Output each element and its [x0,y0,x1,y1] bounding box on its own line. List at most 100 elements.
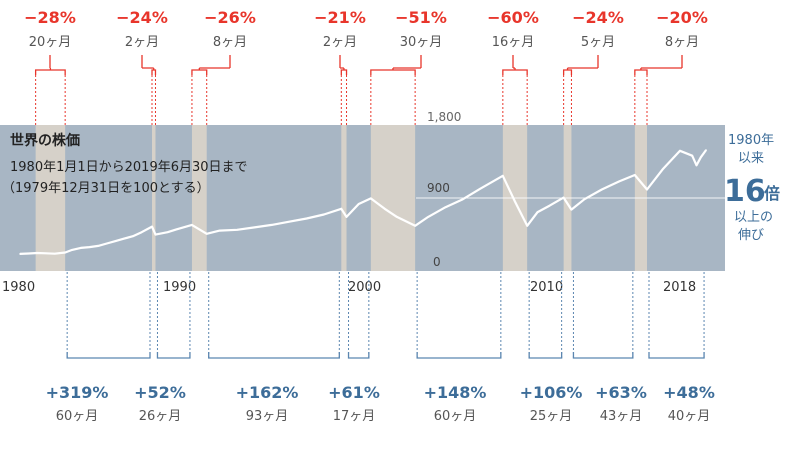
xtick-label-2000: 2000 [348,280,381,295]
series-point [36,252,39,254]
drawdown-pct-7: −20% [656,8,708,27]
series-point [27,252,30,255]
series-point [191,224,193,226]
rally-pct-2: +162% [236,383,299,402]
series-point [618,180,621,183]
series-point [548,204,551,207]
rally-bracket-7 [648,352,705,359]
series-point [288,220,291,223]
drawdown-bracket-5 [502,55,528,75]
series-point [562,196,565,199]
series-point [79,247,82,249]
rally-duration-3: 17ヶ月 [333,409,376,424]
series-point [236,228,238,231]
series-point [526,224,528,227]
rally-pct-7: +48% [663,383,715,402]
rally-annotations: +319% 60ヶ月 +52% 26ヶ月 +162% 93ヶ月 +61% 17ヶ月 +148% 6… [46,272,715,424]
series-point [88,246,91,248]
callout-line4: 伸び [738,228,764,243]
rally-pct-1: +52% [134,383,186,402]
series-point [583,198,586,200]
series-point [462,198,464,200]
series-point [114,240,117,242]
callout-line3: 以上の [734,210,773,225]
callout-big-number: 16 [724,174,766,209]
drawdown-band-0 [35,125,66,271]
series-point [570,208,573,211]
series-point [345,216,348,218]
rally-pct-5: +106% [520,383,583,402]
rally-pct-3: +61% [328,383,380,402]
rally-bracket-1 [156,352,191,359]
series-point [427,216,429,218]
series-point [700,156,702,159]
xtick-label-1990: 1990 [163,280,196,295]
series-point [97,245,99,247]
rally-duration-6: 43ヶ月 [600,409,643,424]
chart-title: 世界の株価 [10,132,80,149]
rally-bracket-6 [572,352,634,359]
rally-bracket-5 [528,352,563,359]
drawdown-band-2 [191,125,207,271]
xtick-label-1980: 1980 [2,280,35,295]
series-point [71,249,73,251]
drawdown-pct-0: −28% [24,8,76,27]
series-point [271,224,273,226]
series-point [444,206,447,209]
callout: 1980年 以来 16 倍 以上の 伸び [724,133,780,243]
rally-duration-0: 60ヶ月 [56,409,99,424]
rally-bracket-0 [66,352,151,359]
series-point [151,225,153,228]
rally-bracket-3 [347,352,370,359]
drawdown-duration-3: 2ヶ月 [323,35,357,50]
series-point [106,242,108,245]
rally-duration-2: 93ヶ月 [246,409,289,424]
drawdown-bracket-7 [634,55,683,75]
ytick-label-900: 900 [427,181,450,195]
drawdown-duration-2: 8ヶ月 [213,35,247,50]
ytick-label-1800: 1,800 [427,110,461,124]
drawdown-bracket-0 [34,55,66,75]
drawdown-band-3 [341,125,347,271]
series-point [53,252,56,255]
rally-duration-1: 26ヶ月 [139,409,182,424]
drawdown-bracket-6 [562,55,599,75]
rally-duration-7: 40ヶ月 [668,409,711,424]
series-point [218,229,221,232]
series-point [123,237,126,240]
rally-duration-5: 25ヶ月 [530,409,573,424]
drawdown-pct-2: −26% [204,8,256,27]
series-point [140,231,143,233]
series-point [175,228,178,231]
rally-pct-4: +148% [424,383,487,402]
series-layer [19,149,707,255]
drawdown-annotations: −28% 20ヶ月 −24% 2ヶ月 −26% 8ヶ月 −21% 2ヶ月 −51% 30ヶ月 −60… [24,8,708,125]
series-point [64,251,66,254]
drawdown-duration-1: 2ヶ月 [125,35,159,50]
series-point [45,252,47,255]
series-point [370,197,372,200]
series-point [536,211,539,213]
callout-line1: 1980年 [728,133,774,148]
callout-big-suffix: 倍 [764,184,780,203]
series-point [705,149,707,151]
series-point [479,187,482,190]
series-point [166,231,169,233]
rally-bracket-4 [416,352,502,359]
drawdown-band-1 [152,125,156,271]
series-point [601,188,603,191]
rally-bracket-2 [208,352,340,359]
rally-duration-4: 60ヶ月 [434,409,477,424]
drawdown-pct-3: −21% [314,8,366,27]
series-point [305,217,308,220]
series-point [383,208,386,210]
chart-note: （1979年12月31日を100とする） [2,181,210,196]
series-point [695,164,698,167]
series-point [661,168,664,171]
series-point [253,226,256,229]
drawdown-bracket-2 [191,55,231,75]
series-point [205,233,208,235]
drawdown-duration-7: 8ヶ月 [665,35,699,50]
drawdown-duration-0: 20ヶ月 [29,35,72,50]
